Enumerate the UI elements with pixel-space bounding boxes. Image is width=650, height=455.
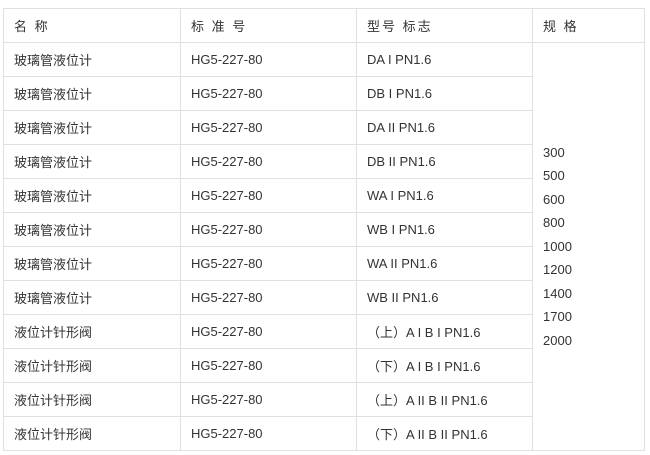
cell-name: 玻璃管液位计	[3, 280, 181, 315]
cell-name: 玻璃管液位计	[3, 144, 181, 179]
header-standard: 标 准 号	[180, 8, 357, 43]
spec-value: 1700	[543, 309, 572, 325]
spec-value: 800	[543, 215, 565, 231]
cell-name: 液位计针形阀	[3, 348, 181, 383]
cell-standard: HG5-227-80	[180, 110, 357, 145]
cell-model: WA II PN1.6	[356, 246, 533, 281]
table-row: 液位计针形阀 HG5-227-80 （下）A I B I PN1.6	[3, 348, 645, 383]
cell-standard: HG5-227-80	[180, 280, 357, 315]
header-row: 名 称 标 准 号 型号 标志 规 格	[3, 8, 645, 43]
header-name: 名 称	[3, 8, 181, 43]
spec-value: 600	[543, 191, 565, 207]
table-row: 玻璃管液位计 HG5-227-80 DB II PN1.6	[3, 144, 645, 179]
spec-table: 名 称 标 准 号 型号 标志 规 格 玻璃管液位计 HG5-227-80 DA I…	[3, 8, 645, 451]
cell-name: 玻璃管液位计	[3, 76, 181, 111]
cell-model: （上）A I B I PN1.6	[356, 314, 533, 349]
cell-name: 玻璃管液位计	[3, 110, 181, 145]
cell-standard: HG5-227-80	[180, 382, 357, 417]
spec-value: 300	[543, 144, 565, 160]
table-row: 玻璃管液位计 HG5-227-80 DA II PN1.6	[3, 110, 645, 145]
cell-standard: HG5-227-80	[180, 246, 357, 281]
table-row: 液位计针形阀 HG5-227-80 （上）A II B II PN1.6	[3, 382, 645, 417]
spec-value: 1200	[543, 262, 572, 278]
cell-model: DA I PN1.6	[356, 42, 533, 77]
cell-model: DA II PN1.6	[356, 110, 533, 145]
table-row: 玻璃管液位计 HG5-227-80 WB I PN1.6	[3, 212, 645, 247]
table-row: 玻璃管液位计 HG5-227-80 WB II PN1.6	[3, 280, 645, 315]
cell-standard: HG5-227-80	[180, 144, 357, 179]
spec-value: 1400	[543, 285, 572, 301]
cell-model: DB II PN1.6	[356, 144, 533, 179]
header-model: 型号 标志	[356, 8, 533, 43]
cell-standard: HG5-227-80	[180, 416, 357, 451]
cell-spec-list: 300 500 600 800 1000 1200 1400 1700 2000	[532, 42, 645, 451]
cell-name: 液位计针形阀	[3, 416, 181, 451]
table-row: 玻璃管液位计 HG5-227-80 WA II PN1.6	[3, 246, 645, 281]
cell-model: DB I PN1.6	[356, 76, 533, 111]
cell-standard: HG5-227-80	[180, 178, 357, 213]
cell-name: 液位计针形阀	[3, 314, 181, 349]
cell-name: 玻璃管液位计	[3, 178, 181, 213]
spec-value: 1000	[543, 238, 572, 254]
table-row: 玻璃管液位计 HG5-227-80 DA I PN1.6 300 500 600 800 10…	[3, 42, 645, 451]
cell-standard: HG5-227-80	[180, 348, 357, 383]
cell-model: WB II PN1.6	[356, 280, 533, 315]
cell-model: WA I PN1.6	[356, 178, 533, 213]
spec-value: 2000	[543, 332, 572, 348]
cell-standard: HG5-227-80	[180, 42, 357, 77]
table-row: 玻璃管液位计 HG5-227-80 DB I PN1.6	[3, 76, 645, 111]
cell-standard: HG5-227-80	[180, 212, 357, 247]
cell-standard: HG5-227-80	[180, 314, 357, 349]
cell-name: 液位计针形阀	[3, 382, 181, 417]
cell-standard: HG5-227-80	[180, 76, 357, 111]
table-row: 液位计针形阀 HG5-227-80 （上）A I B I PN1.6	[3, 314, 645, 349]
cell-model: WB I PN1.6	[356, 212, 533, 247]
cell-name: 玻璃管液位计	[3, 42, 181, 77]
header-spec: 规 格	[532, 8, 645, 43]
cell-model: （上）A II B II PN1.6	[356, 382, 533, 417]
cell-model: （下）A I B I PN1.6	[356, 348, 533, 383]
cell-model: （下）A II B II PN1.6	[356, 416, 533, 451]
spec-value: 500	[543, 168, 565, 184]
cell-name: 玻璃管液位计	[3, 212, 181, 247]
cell-name: 玻璃管液位计	[3, 246, 181, 281]
table-row: 液位计针形阀 HG5-227-80 （下）A II B II PN1.6	[3, 416, 645, 451]
table-row: 玻璃管液位计 HG5-227-80 WA I PN1.6	[3, 178, 645, 213]
